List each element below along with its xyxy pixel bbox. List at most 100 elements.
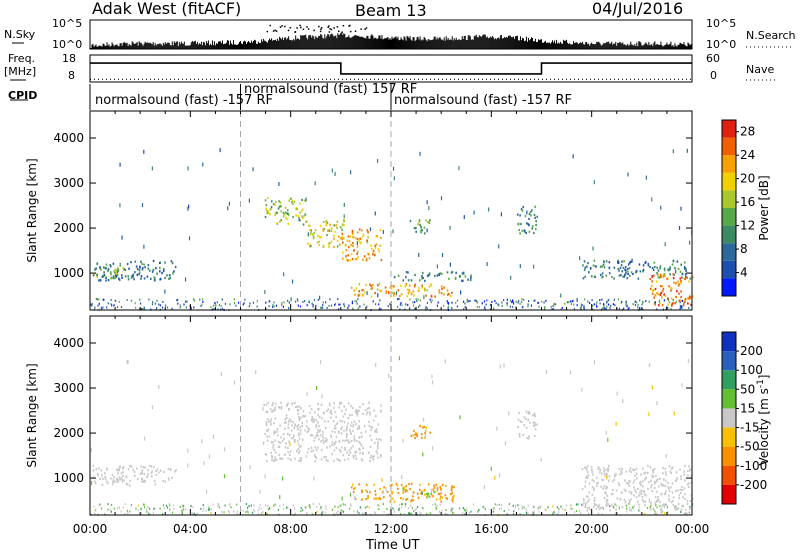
velocity-cell xyxy=(375,497,377,500)
velocity-cell xyxy=(212,434,215,439)
velocity-cell xyxy=(298,451,300,455)
power-cell xyxy=(417,223,419,226)
power-cell xyxy=(684,277,686,281)
power-cell xyxy=(410,292,413,295)
velocity-cell xyxy=(258,506,260,509)
power-cell xyxy=(384,286,387,289)
power-cell xyxy=(519,232,521,235)
power-cell xyxy=(607,303,610,306)
velocity-cell xyxy=(290,429,293,432)
power-cell xyxy=(389,302,391,305)
velocity-cell xyxy=(458,507,461,510)
velocity-cell xyxy=(265,410,268,413)
power-cell xyxy=(341,228,343,231)
power-colorbar-swatch xyxy=(722,137,736,156)
velocity-cell xyxy=(266,459,268,463)
velocity-cell xyxy=(597,481,599,484)
velocity-cell xyxy=(656,478,659,481)
power-cell xyxy=(351,258,354,261)
velocity-cell xyxy=(94,512,96,515)
velocity-colorbar-swatch xyxy=(722,446,736,466)
power-cell xyxy=(319,224,322,227)
power-cell xyxy=(98,302,100,305)
velocity-cell xyxy=(340,504,342,507)
power-cell xyxy=(659,285,662,288)
power-cell xyxy=(358,228,361,231)
power-cell xyxy=(330,240,333,243)
power-cell xyxy=(572,299,574,302)
velocity-cell xyxy=(129,479,131,483)
power-cell xyxy=(510,275,512,280)
velocity-cell xyxy=(655,500,657,503)
power-cell xyxy=(653,301,656,304)
velocity-cell xyxy=(428,495,430,498)
power-cell xyxy=(326,221,329,224)
nsearch-point xyxy=(328,31,331,33)
power-cell xyxy=(570,303,573,306)
velocity-cell xyxy=(359,405,361,409)
velocity-cell xyxy=(662,509,664,512)
velocity-cell xyxy=(381,491,384,494)
velocity-cell xyxy=(360,507,362,510)
velocity-cell xyxy=(220,510,223,513)
velocity-cell xyxy=(294,507,296,510)
velocity-cell xyxy=(374,429,377,432)
velocity-cell xyxy=(683,473,686,476)
power-cell xyxy=(447,301,449,304)
velocity-cell xyxy=(353,435,356,438)
power-cell xyxy=(98,279,100,282)
power-cell xyxy=(299,202,301,205)
power-cell xyxy=(144,266,146,269)
power-cell xyxy=(264,199,267,202)
velocity-cell xyxy=(182,506,184,509)
power-cell xyxy=(224,302,227,305)
velocity-cell xyxy=(322,411,325,414)
power-cell xyxy=(152,259,155,263)
velocity-cell xyxy=(345,429,348,432)
velocity-cell xyxy=(281,457,284,460)
velocity-cell xyxy=(182,508,185,511)
power-cell xyxy=(93,272,96,275)
power-cell xyxy=(343,219,345,222)
velocity-cell xyxy=(305,455,308,458)
power-cell xyxy=(132,273,135,276)
power-cell xyxy=(184,277,187,282)
power-cell xyxy=(620,274,622,277)
power-cell xyxy=(356,257,358,260)
velocity-cell xyxy=(439,495,442,498)
power-cell xyxy=(151,303,154,306)
power-cell xyxy=(412,301,414,304)
velocity-cell xyxy=(676,477,679,480)
velocity-cell xyxy=(365,413,368,416)
nsearch-point xyxy=(300,26,302,29)
velocity-cell xyxy=(287,423,290,426)
velocity-cell xyxy=(342,439,344,442)
power-cell xyxy=(113,304,115,307)
velocity-cell xyxy=(181,509,183,512)
velocity-cell xyxy=(537,507,540,510)
velocity-cell xyxy=(298,446,301,449)
velocity-cell xyxy=(356,414,359,417)
power-cell xyxy=(436,304,439,307)
power-cell xyxy=(447,307,449,310)
velocity-cell xyxy=(375,363,377,368)
velocity-cell xyxy=(575,503,578,506)
velocity-colorbar-frame xyxy=(721,331,737,505)
power-cell xyxy=(118,300,120,303)
power-cell xyxy=(617,261,619,264)
velocity-cell xyxy=(591,478,594,482)
power-cell xyxy=(617,259,619,262)
power-cell xyxy=(362,233,365,236)
nsearch-point xyxy=(320,28,322,31)
velocity-cell xyxy=(370,438,373,442)
power-cell xyxy=(371,287,373,290)
velocity-cell xyxy=(681,383,683,388)
power-cell xyxy=(434,295,436,298)
velocity-colorbar-tick-label: 100 xyxy=(740,363,763,377)
cpid-segment-label: normalsound (fast) 157 RF xyxy=(244,82,418,97)
power-cell xyxy=(625,300,627,303)
power-cell xyxy=(347,254,350,257)
power-cell xyxy=(436,274,439,277)
velocity-cell xyxy=(362,412,364,415)
